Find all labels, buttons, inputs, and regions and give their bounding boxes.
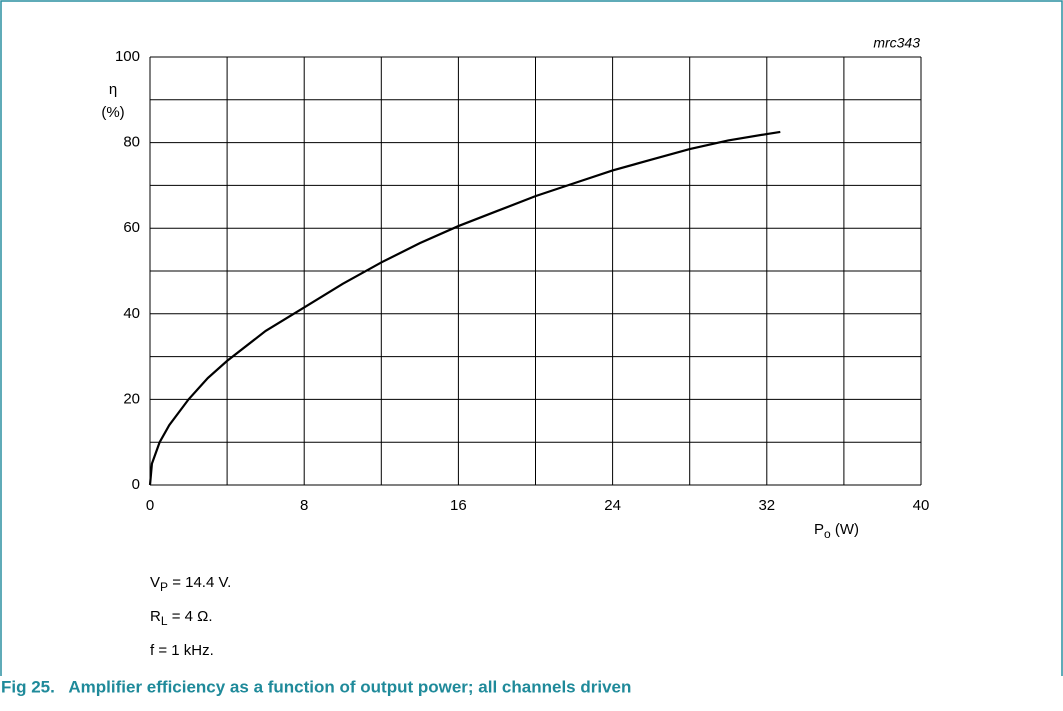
note-sub: P bbox=[160, 580, 168, 594]
y-tick-label: 60 bbox=[123, 219, 140, 236]
note-main: V bbox=[150, 574, 160, 591]
y-axis-symbol: η bbox=[109, 81, 117, 98]
y-tick-label: 80 bbox=[123, 134, 140, 151]
y-tick-label: 20 bbox=[123, 390, 140, 407]
note-main: R bbox=[150, 608, 161, 625]
note: RL = 4 Ω. bbox=[150, 608, 213, 628]
y-axis-unit: (%) bbox=[101, 104, 124, 121]
note-rest: = 4 Ω. bbox=[168, 608, 213, 625]
x-tick-label: 0 bbox=[146, 497, 154, 514]
x-axis-label: Po (W) bbox=[814, 521, 859, 541]
x-tick-label: 8 bbox=[300, 497, 308, 514]
y-tick-label: 40 bbox=[123, 305, 140, 322]
figure-id: mrc343 bbox=[873, 35, 920, 51]
curve bbox=[148, 130, 781, 486]
note-rest: = 14.4 V. bbox=[168, 574, 231, 591]
frame bbox=[0, 0, 1063, 676]
x-tick-label: 40 bbox=[913, 497, 930, 514]
caption: Fig 25. Amplifier efficiency as a functi… bbox=[1, 677, 631, 696]
note-main: f = 1 kHz. bbox=[150, 642, 214, 659]
note-sub: L bbox=[161, 614, 168, 628]
y-tick-label: 100 bbox=[115, 48, 140, 65]
note: VP = 14.4 V. bbox=[150, 574, 231, 594]
x-tick-label: 24 bbox=[604, 497, 621, 514]
y-tick-label: 0 bbox=[132, 476, 140, 493]
x-tick-label: 32 bbox=[758, 497, 775, 514]
x-tick-label: 16 bbox=[450, 497, 467, 514]
note: f = 1 kHz. bbox=[150, 642, 214, 659]
